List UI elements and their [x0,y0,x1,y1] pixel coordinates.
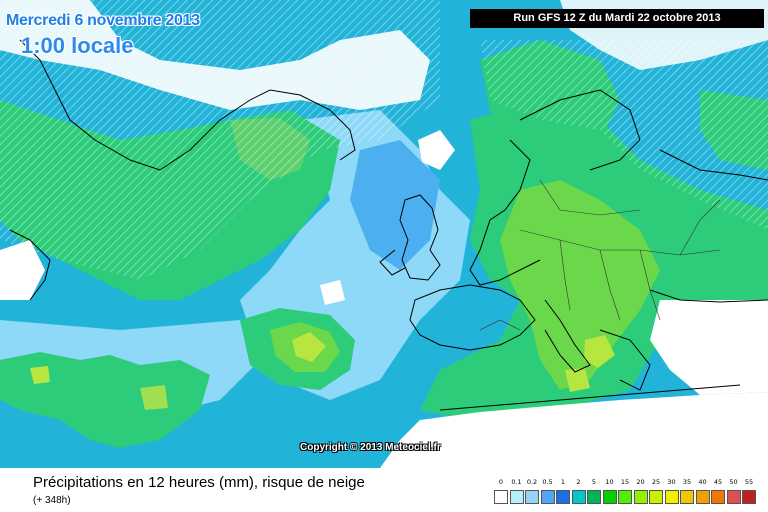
map-title: Précipitations en 12 heures (mm), risque… [33,474,365,491]
legend-swatch [540,490,555,504]
legend-swatch [494,490,508,504]
legend-swatch [633,490,648,504]
legend-label: 0.2 [526,478,538,486]
white-iberia-spot [418,130,455,170]
green-west-blob [0,352,210,448]
snow-risk-hatching [0,0,440,280]
legend-labels: 0 0.1 0.2 0.5 1 2 5 10 15 20 25 30 35 40 45 50 55 [494,478,764,488]
legend-label: 35 [682,478,692,486]
legend-swatch [695,490,710,504]
legend-swatch [742,490,756,504]
medium-precip-area [350,140,440,270]
yellow-core-west [30,366,50,384]
legend-label: 55 [744,478,754,486]
legend-swatch [509,490,524,504]
legend-swatch [587,490,601,504]
model-run-banner: Run GFS 12 Z du Mardi 22 octobre 2013 [470,9,764,28]
legend-swatch [602,490,617,504]
legend-swatches [494,490,764,504]
white-west-spot [0,240,45,300]
legend-label: 0.1 [511,478,522,486]
legend-label: 10 [605,478,614,486]
legend-swatch [711,490,725,504]
bright-green-europe [500,180,660,390]
legend-swatch [525,490,539,504]
white-middle-east [650,300,768,395]
legend-swatch [556,490,570,504]
yellow-core-atlantic [292,332,326,362]
legend-label: 30 [667,478,676,486]
legend-swatch [649,490,663,504]
country-borders [479,179,721,331]
legend-label: 20 [636,478,645,486]
snow-risk-hatching-east [480,40,768,230]
legend-label: 1 [560,478,566,486]
yellow-core-italy [565,368,590,392]
forecast-date: Mercredi 6 novembre 2013 [6,12,200,29]
forecast-local-time: 1:00 locale [21,33,134,58]
precipitation-legend: 0 0.1 0.2 0.5 1 2 5 10 15 20 25 30 35 40 45 50 55 [494,478,764,510]
yellow-core-west2 [140,385,168,410]
forecast-offset: (+ 348h) [33,495,71,506]
white-atlantic-spot [320,280,345,305]
legend-label: 5 [591,478,597,486]
legend-label: 50 [729,478,738,486]
copyright-notice: Copyright © 2013 Meteociel.fr [300,442,441,453]
legend-label: 15 [620,478,630,486]
map-footer: Précipitations en 12 heures (mm), risque… [0,468,768,512]
legend-label: 25 [651,478,661,486]
legend-swatch [571,490,586,504]
white-africa [380,392,768,468]
legend-label: 2 [576,478,581,486]
legend-swatch [680,490,694,504]
legend-swatch [726,490,741,504]
legend-label: 0.5 [542,478,553,486]
legend-label: 45 [713,478,723,486]
coastlines [9,39,768,411]
yellow-core-balkans [584,335,615,368]
precipitation-map: Mercredi 6 novembre 2013 1:00 locale Run… [0,0,768,468]
legend-label: 0 [498,478,504,486]
map-svg [0,0,768,468]
legend-swatch [664,490,679,504]
legend-swatch [618,490,632,504]
legend-label: 40 [698,478,707,486]
